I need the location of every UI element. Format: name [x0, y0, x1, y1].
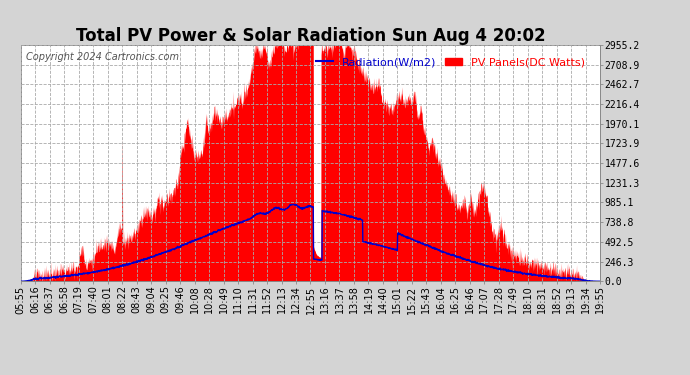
Text: Copyright 2024 Cartronics.com: Copyright 2024 Cartronics.com: [26, 52, 179, 62]
Title: Total PV Power & Solar Radiation Sun Aug 4 20:02: Total PV Power & Solar Radiation Sun Aug…: [76, 27, 545, 45]
Legend: Radiation(W/m2), PV Panels(DC Watts): Radiation(W/m2), PV Panels(DC Watts): [312, 53, 589, 72]
